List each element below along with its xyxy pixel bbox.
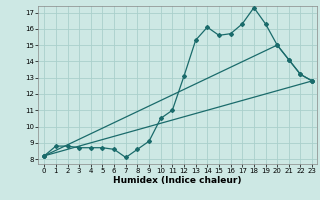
X-axis label: Humidex (Indice chaleur): Humidex (Indice chaleur) xyxy=(113,176,242,185)
